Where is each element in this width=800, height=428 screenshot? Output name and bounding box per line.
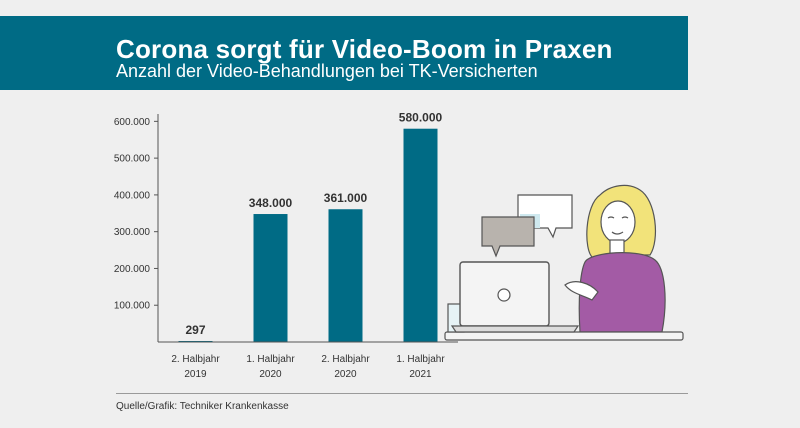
x-tick-label: 2. Halbjahr	[321, 354, 370, 365]
video-call-illustration	[444, 184, 684, 341]
bar	[253, 214, 288, 342]
x-tick-label: 1. Halbjahr	[396, 354, 445, 365]
bar-value-label: 297	[185, 323, 205, 337]
bar-value-label: 361.000	[324, 191, 368, 205]
table	[444, 331, 684, 341]
laptop-base	[450, 325, 580, 333]
camera-icon	[497, 288, 511, 302]
x-tick-label: 2019	[184, 369, 207, 380]
y-tick-label: 500.000	[114, 154, 151, 165]
chat-bubble-icon	[481, 216, 535, 258]
x-tick-label: 2020	[334, 369, 357, 380]
hand	[564, 281, 599, 301]
y-tick-label: 100.000	[114, 301, 151, 312]
y-tick-label: 200.000	[114, 264, 151, 275]
y-tick-label: 400.000	[114, 190, 151, 201]
chart-title: Corona sorgt für Video-Boom in Praxen	[116, 34, 613, 64]
source-note: Quelle/Grafik: Techniker Krankenkasse	[116, 401, 289, 412]
face	[600, 200, 636, 244]
x-tick-label: 2021	[409, 369, 432, 380]
x-tick-label: 2020	[259, 369, 282, 380]
footer-divider	[116, 393, 688, 394]
bars: 297 348.000 361.000 580.000	[178, 111, 443, 342]
title-banner: Corona sorgt für Video-Boom in Praxen An…	[0, 16, 688, 90]
y-tick-label: 600.000	[114, 117, 151, 128]
y-tick-label: 300.000	[114, 227, 151, 238]
bar-value-label: 580.000	[399, 111, 443, 125]
bar	[328, 209, 363, 342]
x-tick-label: 1. Halbjahr	[246, 354, 295, 365]
y-axis: 100.000 200.000 300.000 400.000 500.000 600.0…	[114, 114, 159, 342]
chart-subtitle: Anzahl der Video-Behandlungen bei TK-Ver…	[116, 61, 538, 81]
bar	[403, 128, 438, 342]
x-tick-label: 2. Halbjahr	[171, 354, 220, 365]
x-axis: 2. Halbjahr 2019 1. Halbjahr 2020 2. Halbjah…	[158, 341, 458, 380]
bar-value-label: 348.000	[249, 196, 293, 210]
